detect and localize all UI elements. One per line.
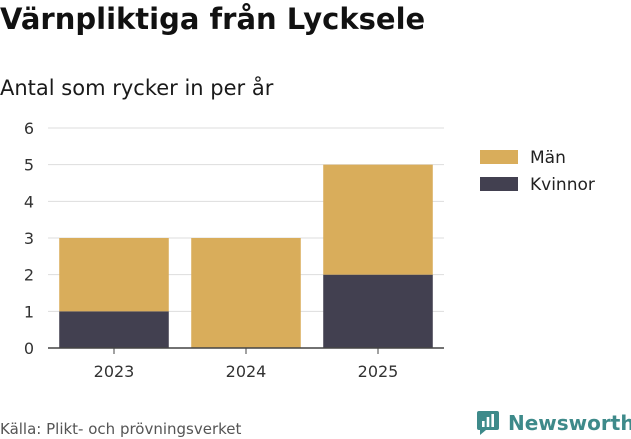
- y-tick-label: 1: [24, 302, 34, 321]
- chart-title: Värnpliktiga från Lycksele: [0, 2, 426, 36]
- legend-swatch-män: [480, 150, 518, 164]
- source-note: Källa: Plikt- och prövningsverket: [0, 420, 242, 438]
- legend-label-kvinnor: Kvinnor: [530, 175, 595, 195]
- y-tick-label: 5: [24, 156, 34, 175]
- y-tick-label: 0: [24, 339, 34, 358]
- legend: Män Kvinnor: [480, 148, 595, 195]
- legend-swatch-kvinnor: [480, 177, 518, 191]
- bar-män-2024: [191, 238, 301, 348]
- chart-subtitle: Antal som rycker in per år: [0, 76, 274, 100]
- bar-chart: 0 1 2 3 4 5 6 2023 2024 2025 Män Kvinnor: [24, 119, 595, 381]
- bar-kvinnor-2023: [59, 311, 169, 348]
- bar-män-2023: [59, 238, 169, 312]
- brand-logo[interactable]: Newsworthy: [476, 408, 631, 438]
- newsworthy-logo-icon: [477, 411, 499, 435]
- brand-name: Newsworthy: [508, 411, 631, 435]
- y-tick-label: 2: [24, 266, 34, 285]
- bar-män-2025: [323, 164, 433, 275]
- x-tick-label: 2025: [358, 362, 399, 381]
- bars: [59, 164, 433, 348]
- bar-kvinnor-2025: [323, 274, 433, 348]
- y-tick-label: 3: [24, 229, 34, 248]
- legend-label-män: Män: [530, 148, 566, 168]
- axes: 0 1 2 3 4 5 6 2023 2024 2025: [24, 119, 444, 381]
- x-tick-label: 2024: [226, 362, 267, 381]
- y-tick-label: 4: [24, 192, 34, 211]
- x-tick-label: 2023: [94, 362, 135, 381]
- y-tick-label: 6: [24, 119, 34, 138]
